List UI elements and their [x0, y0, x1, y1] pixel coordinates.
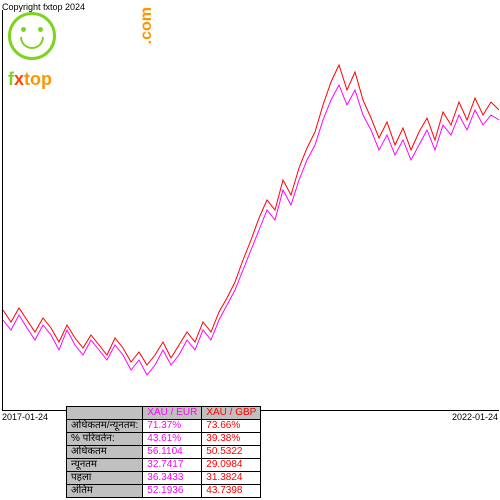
row-label: अधिकतम/न्यूनतम: — [67, 420, 143, 433]
table-row: न्यूनतम32.741729.0984 — [67, 459, 261, 472]
row-label: न्यूनतम — [67, 459, 143, 472]
cell-v2: 50.5322 — [202, 446, 261, 459]
cell-v2: 43.7398 — [202, 485, 261, 498]
x-axis-end: 2022-01-24 — [452, 412, 498, 422]
col-header-1: XAU / EUR — [143, 407, 202, 420]
cell-v1: 52.1936 — [143, 485, 202, 498]
series-line — [3, 65, 499, 365]
cell-v1: 36.3433 — [143, 472, 202, 485]
cell-v1: 71.37% — [143, 420, 202, 433]
row-label: अधिकतम — [67, 446, 143, 459]
table-row: अधिकतम56.110450.5322 — [67, 446, 261, 459]
col-header-2: XAU / GBP — [202, 407, 261, 420]
row-label: अंतिम — [67, 485, 143, 498]
stats-table: XAU / EUR XAU / GBP अधिकतम/न्यूनतम:71.37… — [66, 406, 261, 498]
row-label: % परिवर्तन: — [67, 433, 143, 446]
row-label: पहला — [67, 472, 143, 485]
cell-v1: 43.61% — [143, 433, 202, 446]
cell-v2: 73.66% — [202, 420, 261, 433]
x-axis-start: 2017-01-24 — [2, 412, 48, 422]
table-row: अधिकतम/न्यूनतम:71.37%73.66% — [67, 420, 261, 433]
chart-container: Copyright fxtop 2024 .com fxtop 2017-01-… — [0, 0, 500, 500]
table-corner — [67, 407, 143, 420]
cell-v1: 56.1104 — [143, 446, 202, 459]
table-row: % परिवर्तन:43.61%39.38% — [67, 433, 261, 446]
cell-v2: 29.0984 — [202, 459, 261, 472]
cell-v1: 32.7417 — [143, 459, 202, 472]
cell-v2: 31.3824 — [202, 472, 261, 485]
line-chart — [2, 10, 499, 411]
cell-v2: 39.38% — [202, 433, 261, 446]
table-row: अंतिम52.193643.7398 — [67, 485, 261, 498]
table-row: पहला36.343331.3824 — [67, 472, 261, 485]
series-line — [3, 85, 499, 375]
